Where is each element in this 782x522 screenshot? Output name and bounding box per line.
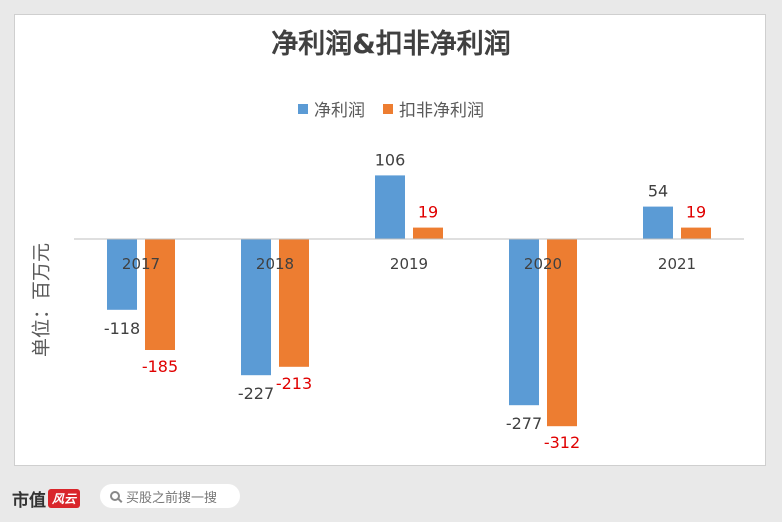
data-label-0-2020: -277 bbox=[506, 414, 542, 433]
legend-swatch-adjusted-profit bbox=[383, 103, 393, 114]
data-label-0-2018: -227 bbox=[238, 384, 274, 403]
bar-0-2018 bbox=[241, 239, 271, 376]
data-label-0-2019: 106 bbox=[375, 150, 406, 169]
search-placeholder: 买股之前搜一搜 bbox=[126, 490, 218, 506]
chart-legend: 净利润 扣非净利润 bbox=[0, 96, 782, 121]
data-label-1-2017: -185 bbox=[142, 357, 178, 376]
x-tick-2019: 2019 bbox=[390, 255, 428, 273]
footer-bar: 市值 风云 买股之前搜一搜 bbox=[0, 466, 782, 522]
data-label-1-2021: 19 bbox=[686, 203, 706, 222]
chart-frame bbox=[14, 14, 766, 466]
legend-label-net-profit: 净利润 bbox=[314, 101, 365, 121]
legend-swatch-net-profit bbox=[298, 103, 308, 114]
bar-1-2021 bbox=[681, 227, 711, 239]
x-tick-2018: 2018 bbox=[256, 255, 294, 273]
brand-logo[interactable]: 市值 风云 bbox=[12, 486, 81, 511]
bar-1-2017 bbox=[145, 239, 175, 350]
data-label-0-2017: -118 bbox=[104, 319, 140, 338]
bar-0-2019 bbox=[375, 175, 405, 239]
bar-0-2021 bbox=[643, 206, 673, 239]
bar-1-2019 bbox=[413, 227, 443, 239]
bar-1-2020 bbox=[547, 239, 577, 427]
bar-0-2017 bbox=[107, 239, 137, 310]
bar-1-2018 bbox=[279, 239, 309, 367]
data-label-1-2020: -312 bbox=[544, 433, 580, 452]
search-box[interactable]: 买股之前搜一搜 bbox=[100, 484, 240, 508]
x-tick-2017: 2017 bbox=[122, 255, 160, 273]
chart-title: 净利润&扣非净利润 bbox=[271, 29, 511, 60]
legend-item-net-profit: 净利润 bbox=[298, 96, 365, 121]
bar-0-2020 bbox=[509, 239, 539, 406]
data-label-0-2021: 54 bbox=[648, 182, 668, 201]
legend-label-adjusted-profit: 扣非净利润 bbox=[399, 101, 484, 121]
logo-text: 市值 bbox=[12, 491, 46, 511]
x-tick-2021: 2021 bbox=[658, 255, 696, 273]
bar-chart: -118-185 2017 -227-213 2018 106 19 2019 -277-31… bbox=[74, 150, 744, 452]
logo-mark: 风云 bbox=[48, 489, 81, 508]
search-icon bbox=[110, 491, 120, 501]
legend-item-adjusted-profit: 扣非净利润 bbox=[383, 96, 484, 121]
x-tick-2020: 2020 bbox=[524, 255, 562, 273]
data-label-1-2018: -213 bbox=[276, 374, 312, 393]
data-label-1-2019: 19 bbox=[418, 203, 438, 222]
